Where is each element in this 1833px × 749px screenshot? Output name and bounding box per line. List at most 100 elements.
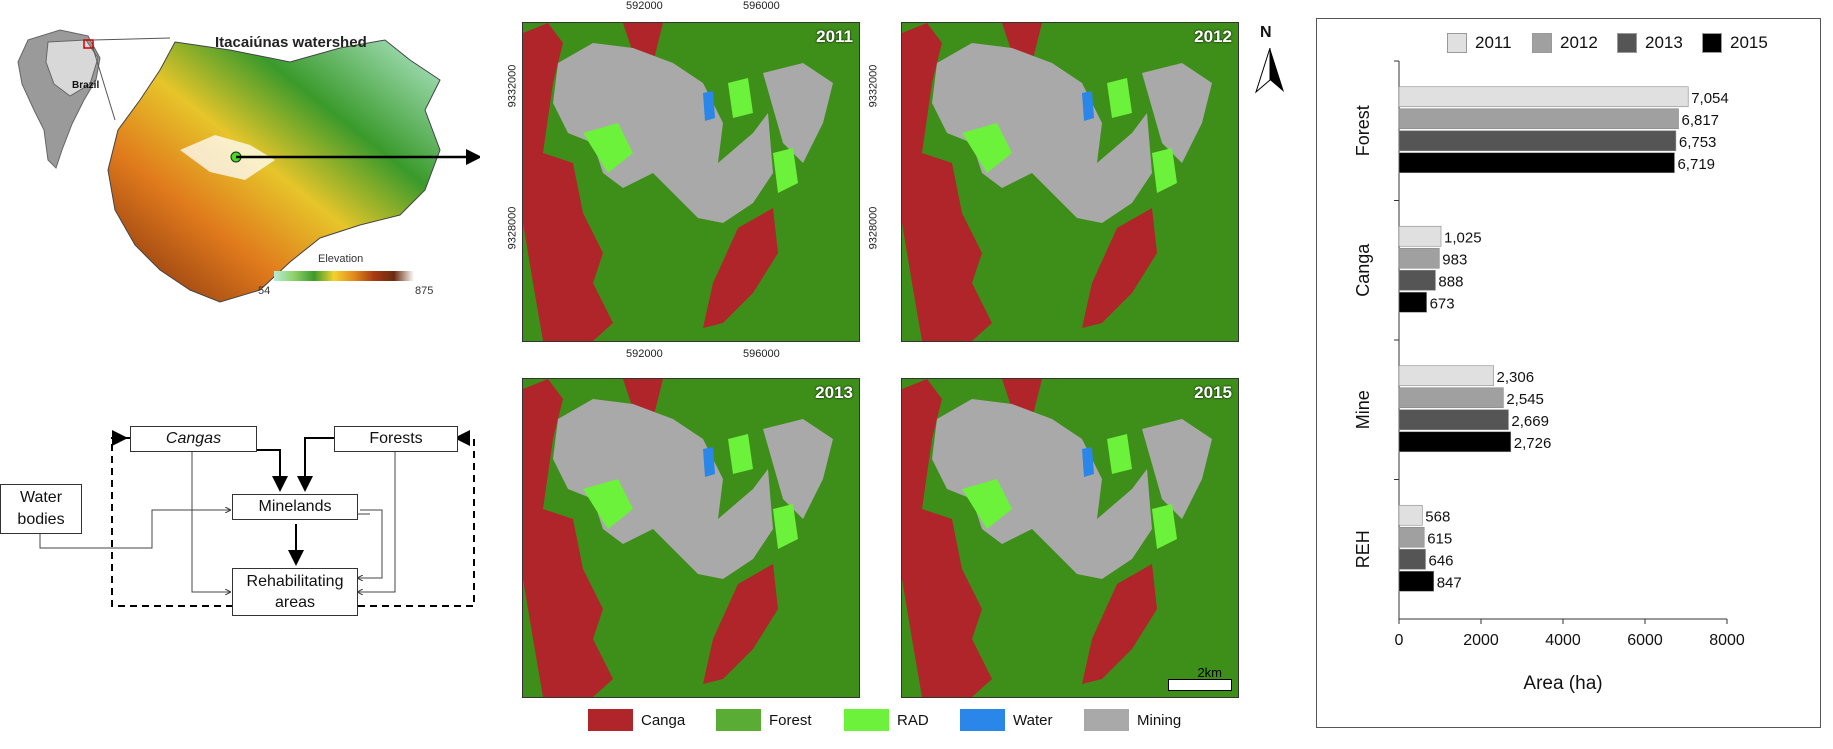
legend-swatch: [716, 709, 761, 731]
legend-item-canga: Canga: [588, 709, 685, 731]
rad-area-2: [1107, 78, 1132, 118]
node-minelands: Minelands: [232, 494, 358, 520]
canga-area-east: [703, 208, 778, 328]
bar-value-label: 568: [1425, 508, 1450, 525]
canga-area-west: [523, 23, 613, 341]
map-year-label: 2012: [1194, 27, 1232, 46]
inset-marker: [83, 39, 94, 49]
bar-chart-svg: 0 2000 4000 6000 8000 Area (ha) Forest 7,054 6,8…: [1353, 60, 1745, 694]
x-tick-label: 2000: [1463, 632, 1499, 649]
x-axis-title: Area (ha): [1523, 673, 1602, 694]
water-body: [1082, 447, 1094, 477]
y-coord-left-2: 9328000: [506, 206, 519, 250]
bar-value-label: 6,719: [1677, 156, 1715, 173]
chart-legend-swatch: [1617, 33, 1637, 53]
bar: [1398, 504, 1423, 526]
bar-value-label: 983: [1442, 251, 1467, 268]
bar-value-label: 615: [1427, 530, 1452, 547]
rad-area-3: [1152, 148, 1177, 193]
x-tick-label: 6000: [1627, 632, 1663, 649]
legend-item-mining: Mining: [1084, 709, 1181, 731]
node-rehab-line1: Rehabilitating: [246, 573, 344, 590]
bar-value-label: 6,753: [1679, 134, 1717, 151]
bar-value-label: 888: [1438, 273, 1463, 290]
legend-label: Canga: [641, 711, 686, 729]
y-coord-right-1: 9332000: [867, 64, 880, 108]
canga-area-west: [523, 379, 613, 697]
scale-bar-label: 2km: [1197, 665, 1222, 680]
chart-legend-swatch: [1447, 33, 1467, 53]
rad-area-1: [962, 479, 1012, 529]
bar: [1398, 409, 1509, 431]
flow-diagram: Cangas Forests Minelands Water bodies Re…: [0, 410, 490, 630]
chart-legend-2013: 2013: [1617, 33, 1683, 53]
bar-value-label: 7,054: [1691, 90, 1729, 107]
chart-legend-label: 2013: [1645, 33, 1683, 52]
bar: [1398, 387, 1504, 409]
x-coord-top-2: 596000: [743, 0, 780, 12]
category-label: Canga: [1353, 243, 1373, 297]
flow-diagram-arrows: [0, 430, 475, 607]
legend-item-water: Water: [960, 709, 1052, 731]
chart-legend-label: 2011: [1475, 33, 1512, 52]
elevation-max: 875: [415, 285, 434, 297]
legend-swatch: [1084, 709, 1129, 731]
chart-legend-swatch: [1532, 33, 1552, 53]
node-water-line2: bodies: [17, 511, 65, 528]
map-panel-2011: 2011: [522, 22, 860, 342]
x-tick-label: 8000: [1709, 632, 1745, 649]
rad-area-1: [583, 479, 633, 529]
brazil-shape: [45, 39, 99, 97]
rad-area-3: [773, 148, 798, 193]
elevation-label: Elevation: [318, 253, 364, 265]
mining-area-main: [932, 399, 1152, 579]
bar: [1398, 526, 1425, 548]
y-coord-left-1: 9332000: [506, 64, 519, 108]
chart-legend-2015: 2015: [1702, 33, 1768, 53]
category-label: REH: [1353, 530, 1373, 568]
x-coord-bottom-2: 596000: [743, 348, 780, 360]
bar: [1398, 570, 1435, 592]
canga-area-east: [1082, 564, 1157, 684]
chart-legend-swatch: [1702, 33, 1722, 53]
bar-value-label: 2,669: [1511, 413, 1549, 430]
rad-area-1: [583, 123, 633, 173]
bar-value-label: 2,545: [1506, 391, 1544, 408]
legend-item-rad: RAD: [844, 709, 929, 731]
bar-value-label: 646: [1428, 552, 1453, 569]
chart-legend-2011: 2011: [1447, 33, 1512, 53]
north-arrow-icon: [1254, 48, 1284, 94]
node-rehabilitating-areas: Rehabilitating areas: [232, 568, 358, 616]
rad-area-2: [728, 434, 753, 474]
node-minelands-label: Minelands: [258, 498, 332, 515]
scale-bar: [1168, 679, 1232, 691]
mining-area-east: [1142, 63, 1212, 163]
rad-area-2: [1107, 434, 1132, 474]
mining-area-main: [553, 399, 773, 579]
watershed-title: Itacaiúnas watershed: [215, 34, 367, 51]
node-water-bodies: Water bodies: [0, 484, 82, 534]
bar: [1398, 152, 1675, 174]
rad-area-1: [962, 123, 1012, 173]
map-panel-2013: 2013: [522, 378, 860, 698]
canga-area-west: [902, 379, 992, 697]
node-forests: Forests: [334, 426, 458, 452]
map-panel-2015: 2015 2km: [901, 378, 1239, 698]
x-coord-top-1: 592000: [626, 0, 663, 12]
bar: [1398, 431, 1512, 453]
bar-value-label: 847: [1437, 574, 1462, 591]
canga-area-east: [703, 564, 778, 684]
bar: [1398, 86, 1689, 108]
mining-area-main: [553, 43, 773, 223]
mining-area-east: [763, 63, 833, 163]
chart-legend-label: 2012: [1560, 33, 1598, 52]
map-panel-2012: 2012: [901, 22, 1239, 342]
x-tick-label: 4000: [1545, 632, 1581, 649]
canga-area-east: [1082, 208, 1157, 328]
legend-label: Forest: [769, 711, 812, 729]
category-label: Forest: [1353, 105, 1373, 156]
map-year-label: 2013: [815, 383, 853, 402]
rad-area-3: [773, 504, 798, 549]
mining-area-main: [932, 43, 1152, 223]
legend-swatch: [844, 709, 889, 731]
